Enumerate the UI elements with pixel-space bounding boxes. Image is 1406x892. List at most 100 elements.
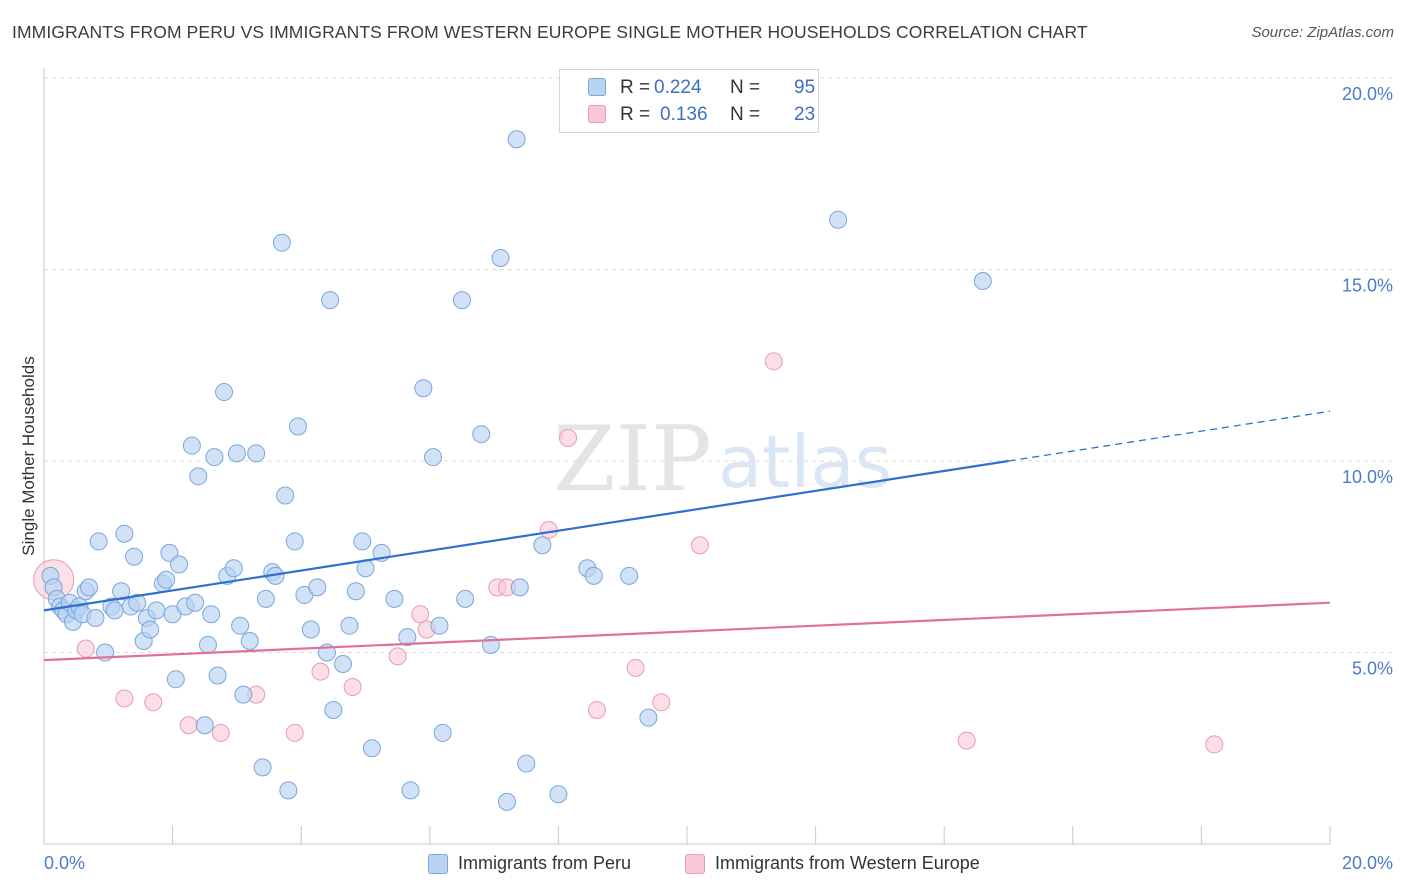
peru-point xyxy=(215,383,234,402)
peru-point xyxy=(533,536,552,555)
peru-point xyxy=(353,532,372,551)
watermark: ZIP atlas xyxy=(553,407,892,512)
western-europe-point xyxy=(539,520,558,539)
legend-r-label: R = xyxy=(620,104,651,125)
peru-point xyxy=(346,582,365,601)
western-europe-point xyxy=(311,662,330,681)
watermark-zip: ZIP xyxy=(553,407,712,512)
peru-point xyxy=(430,616,449,635)
peru-point xyxy=(240,632,259,651)
peru-point xyxy=(497,792,516,811)
chart-title: IMMIGRANTS FROM PERU VS IMMIGRANTS FROM … xyxy=(12,22,1088,42)
peru-point xyxy=(208,666,227,685)
x-tick-label: 0.0% xyxy=(44,853,85,873)
y-tick-label: 20.0% xyxy=(1342,84,1393,104)
western-europe-point xyxy=(652,693,671,712)
western-europe-point xyxy=(764,352,783,371)
peru-point xyxy=(231,616,250,635)
peru-point xyxy=(195,716,214,735)
peru-point xyxy=(89,532,108,551)
western-europe-point xyxy=(1205,735,1224,754)
legend-r-label: R = xyxy=(620,77,651,98)
bottom-legend-label-western-europe: Immigrants from Western Europe xyxy=(715,853,980,873)
peru-point xyxy=(340,616,359,635)
legend-n-label: N = xyxy=(730,104,761,125)
western-europe-point xyxy=(76,639,95,658)
western-europe-point xyxy=(211,723,230,742)
peru-point xyxy=(472,425,491,444)
peru-point xyxy=(202,605,221,624)
peru-point xyxy=(385,589,404,608)
peru-point xyxy=(160,543,179,562)
peru-point xyxy=(279,781,298,800)
peru-point xyxy=(324,700,343,719)
legend-n-label: N = xyxy=(730,77,761,98)
peru-point xyxy=(224,559,243,578)
legend: R = 0.224 N = 95 R = 0.136 N = 23 xyxy=(559,69,819,133)
peru-point xyxy=(80,578,99,597)
peru-point xyxy=(198,635,217,654)
y-tick-labels: 5.0% 10.0% 15.0% 20.0% xyxy=(1342,84,1393,679)
bottom-legend-peru: Immigrants from Peru xyxy=(428,852,668,878)
peru-point xyxy=(105,601,124,620)
series-western-europe-points xyxy=(33,352,1224,754)
bottom-legend-western-europe: Immigrants from Western Europe xyxy=(685,852,1025,878)
peru-point xyxy=(166,670,185,689)
peru-point xyxy=(256,589,275,608)
legend-n-value: 23 xyxy=(794,104,816,125)
y-axis-label: Single Mother Households xyxy=(19,356,38,555)
peru-point xyxy=(507,130,526,149)
western-europe-point xyxy=(626,658,645,677)
watermark-atlas: atlas xyxy=(718,420,892,504)
peru-point xyxy=(620,566,639,585)
peru-point xyxy=(170,555,189,574)
peru-point xyxy=(128,593,147,612)
peru-point xyxy=(424,448,443,467)
bottom-legend-label-peru: Immigrants from Peru xyxy=(458,853,632,873)
peru-trend-line xyxy=(43,459,1009,612)
peru-point xyxy=(288,417,307,436)
peru-point xyxy=(247,444,266,463)
grid-lines xyxy=(44,77,1392,653)
western-europe-point xyxy=(411,605,430,624)
bottom-legend-swatch-peru xyxy=(428,854,448,874)
western-europe-point xyxy=(115,689,134,708)
y-tick-label: 5.0% xyxy=(1352,659,1393,679)
peru-point xyxy=(308,578,327,597)
peru-point xyxy=(125,547,144,566)
peru-point xyxy=(141,620,160,639)
peru-point xyxy=(401,781,420,800)
peru-point xyxy=(115,524,134,543)
peru-point xyxy=(285,532,304,551)
peru-point xyxy=(234,685,253,704)
peru-point xyxy=(276,486,295,505)
western-europe-point xyxy=(957,731,976,750)
western-europe-point xyxy=(179,716,198,735)
peru-point xyxy=(186,593,205,612)
peru-point xyxy=(517,754,536,773)
peru-point xyxy=(205,448,224,467)
peru-point xyxy=(549,785,568,804)
y-tick-label: 15.0% xyxy=(1342,276,1393,296)
peru-point xyxy=(157,570,176,589)
legend-row-peru: R = 0.224 N = 95 xyxy=(588,75,815,101)
peru-point xyxy=(253,758,272,777)
trend-lines xyxy=(43,410,1331,662)
western-europe-point xyxy=(343,677,362,696)
western-europe-point xyxy=(285,723,304,742)
peru-point xyxy=(301,620,320,639)
western-europe-point xyxy=(144,693,163,712)
legend-n-value: 95 xyxy=(794,77,816,98)
western-europe-point xyxy=(388,647,407,666)
peru-point xyxy=(398,628,417,647)
peru-point xyxy=(112,582,131,601)
x-axis-ticks xyxy=(172,826,1331,844)
peru-point xyxy=(584,566,603,585)
peru-point xyxy=(452,291,471,310)
peru-point xyxy=(639,708,658,727)
peru-point xyxy=(414,379,433,398)
peru-point xyxy=(189,467,208,486)
peru-trend-line-extension xyxy=(1008,410,1331,462)
peru-point xyxy=(362,739,381,758)
